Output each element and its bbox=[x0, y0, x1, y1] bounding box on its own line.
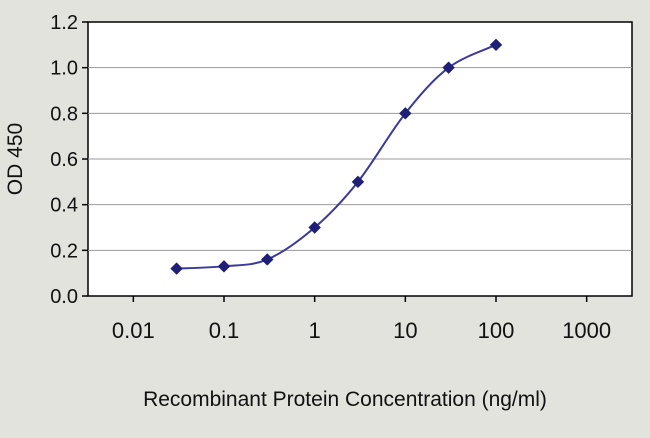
x-tick-label: 100 bbox=[478, 318, 515, 343]
y-tick-label: 1.2 bbox=[50, 12, 78, 34]
y-tick-label: 0.2 bbox=[50, 240, 78, 262]
x-axis-title: Recombinant Protein Concentration (ng/ml… bbox=[143, 388, 547, 411]
data-point-marker bbox=[351, 175, 365, 189]
y-tick-label: 1.0 bbox=[50, 58, 78, 80]
y-tick-label: 0.8 bbox=[50, 103, 78, 125]
data-point-marker bbox=[261, 253, 274, 266]
x-tick-label: 10 bbox=[393, 318, 417, 343]
y-tick-label: 0.0 bbox=[50, 286, 78, 308]
x-tick-label: 1 bbox=[309, 318, 321, 343]
data-point-marker bbox=[308, 221, 321, 234]
y-axis-title: OD 450 bbox=[4, 123, 27, 195]
y-tick-label: 0.4 bbox=[50, 195, 78, 217]
x-tick-label: 1000 bbox=[562, 318, 611, 343]
data-point-marker bbox=[442, 61, 455, 74]
y-tick-label: 0.6 bbox=[50, 149, 78, 171]
data-point-marker bbox=[170, 262, 183, 275]
x-tick-label: 0.01 bbox=[112, 318, 155, 343]
data-point-marker bbox=[217, 260, 231, 273]
data-point-marker bbox=[399, 107, 412, 120]
data-point-marker bbox=[489, 38, 503, 52]
x-tick-label: 0.1 bbox=[209, 318, 240, 343]
